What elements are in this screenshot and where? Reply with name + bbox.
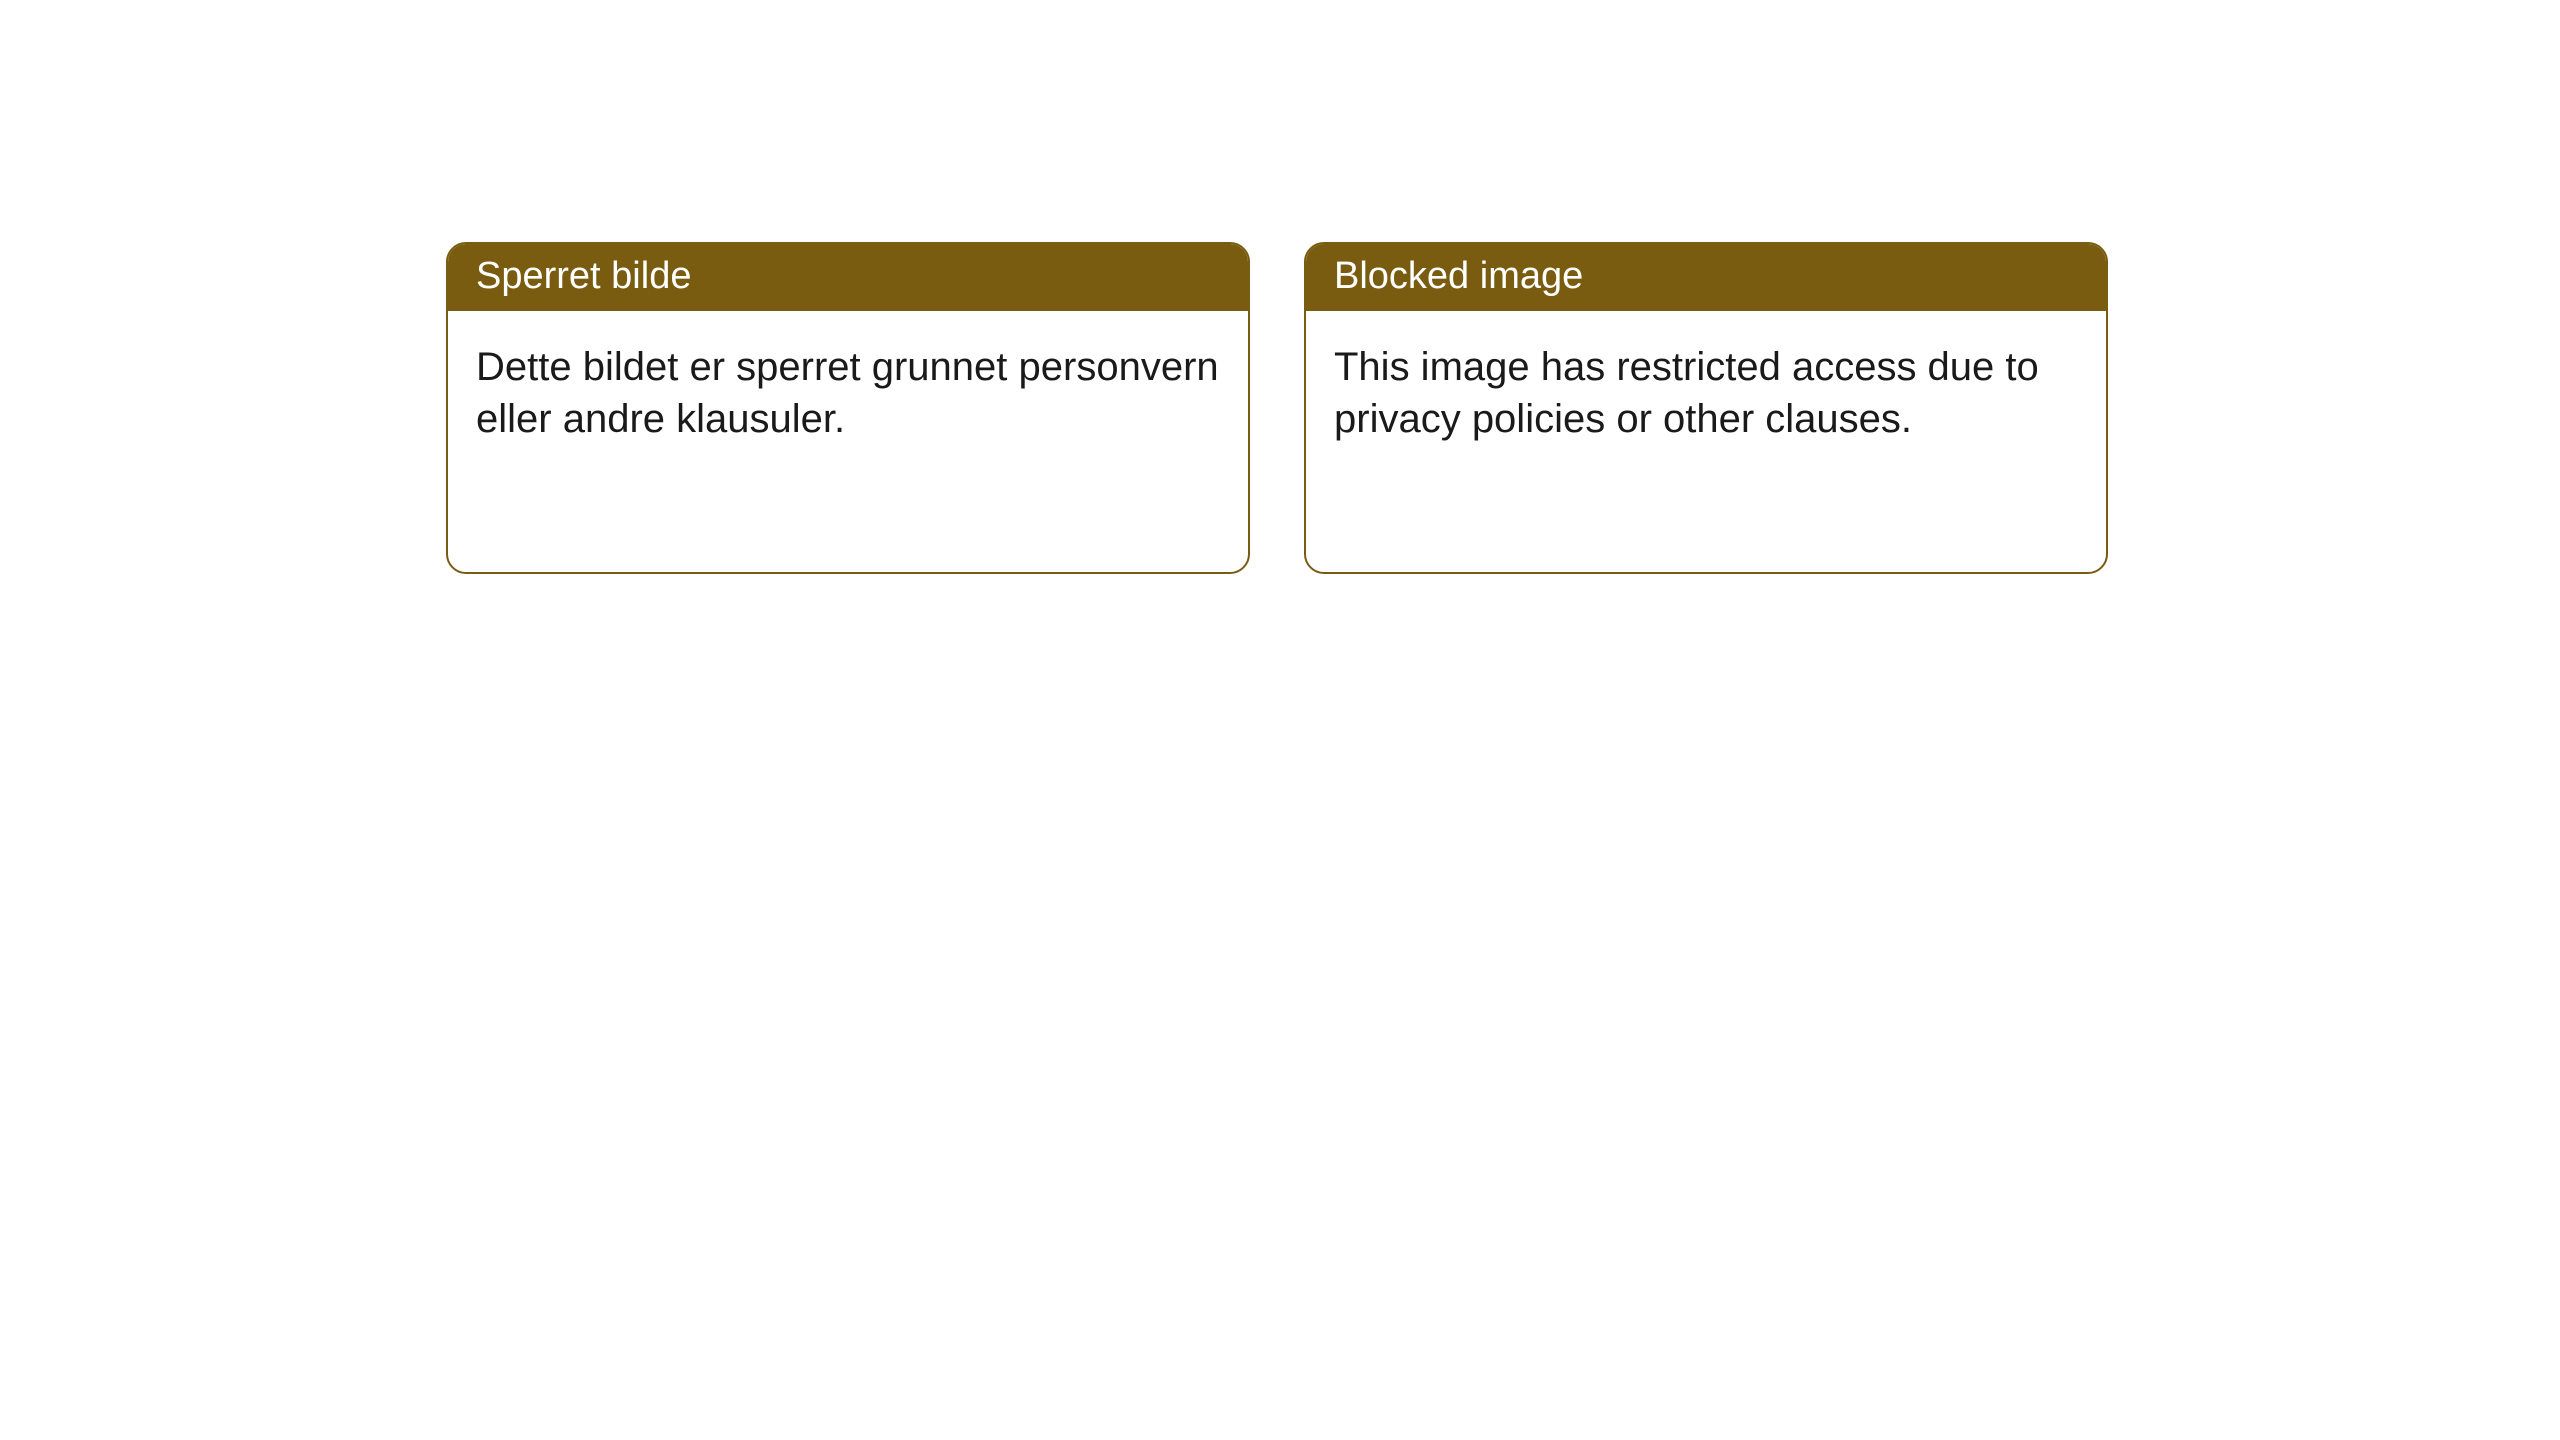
notice-header: Blocked image [1306,244,2106,311]
notice-body: Dette bildet er sperret grunnet personve… [448,311,1248,475]
notice-card-norwegian: Sperret bilde Dette bildet er sperret gr… [446,242,1250,574]
notice-card-english: Blocked image This image has restricted … [1304,242,2108,574]
notice-header: Sperret bilde [448,244,1248,311]
notice-body: This image has restricted access due to … [1306,311,2106,475]
notice-container: Sperret bilde Dette bildet er sperret gr… [0,0,2560,574]
